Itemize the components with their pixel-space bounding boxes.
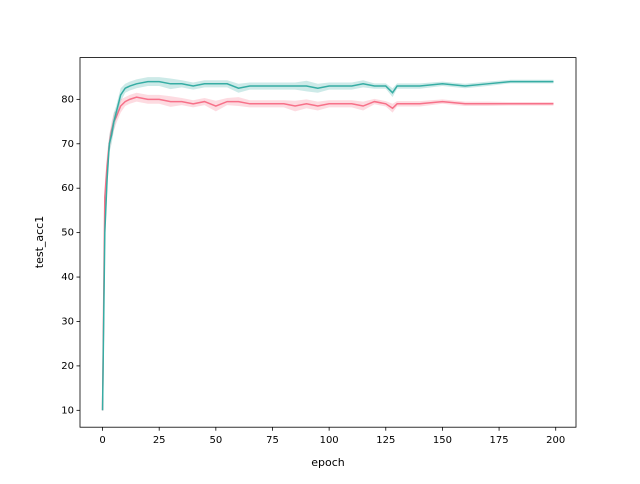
- line: [101, 96, 554, 411]
- line: [101, 80, 554, 411]
- x-tick-label: 75: [266, 435, 279, 446]
- x-axis-label: epoch: [311, 456, 345, 469]
- y-tick-label: 20: [61, 361, 74, 372]
- x-tick-label: 50: [209, 435, 222, 446]
- y-axis-label: test_acc1: [33, 216, 46, 268]
- plot-frame: [79, 57, 577, 428]
- x-tick-label: 100: [320, 435, 339, 446]
- y-tick-label: 70: [61, 139, 74, 150]
- y-tick-label: 60: [61, 183, 74, 194]
- y-tick-label: 10: [61, 405, 74, 416]
- y-tick-label: 30: [61, 316, 74, 327]
- x-tick-label: 25: [153, 435, 166, 446]
- confidence-band: [102, 77, 554, 411]
- y-tick-label: 40: [61, 272, 74, 283]
- x-tick-label: 0: [99, 435, 105, 446]
- y-tick-label: 50: [61, 228, 74, 239]
- x-tick-label: 150: [433, 435, 452, 446]
- x-tick-label: 200: [546, 435, 565, 446]
- x-tick-label: 125: [376, 435, 395, 446]
- x-tick-label: 175: [490, 435, 509, 446]
- confidence-band: [102, 92, 554, 411]
- y-tick-label: 80: [61, 94, 74, 105]
